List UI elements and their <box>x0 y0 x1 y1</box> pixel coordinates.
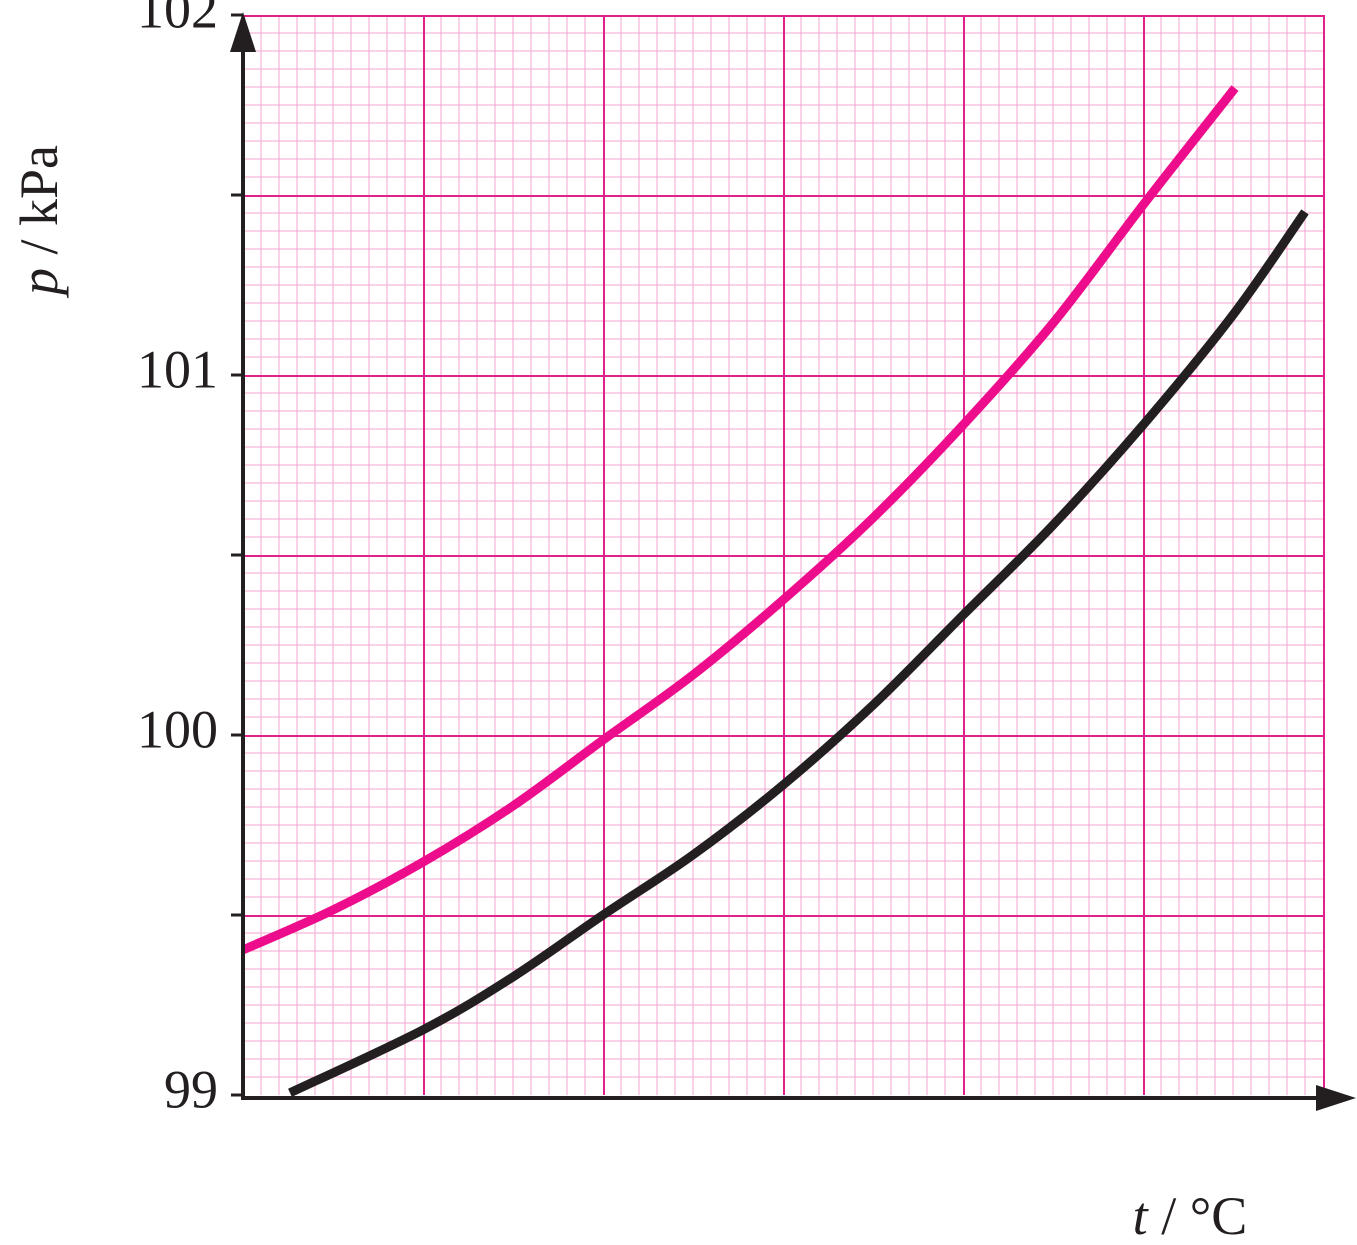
curve <box>241 85 1239 955</box>
curve <box>288 209 1309 1097</box>
y-axis-arrow <box>230 12 256 52</box>
graph-paper <box>243 15 1325 1095</box>
y-tick-label: 101 <box>137 339 218 399</box>
grid-paper <box>243 15 1325 1095</box>
y-tick-label: 100 <box>137 699 218 759</box>
x-axis-arrow <box>1316 1085 1356 1111</box>
y-axis-label: p / kPa <box>9 145 69 299</box>
x-axis-label: t / °C <box>1133 1186 1248 1245</box>
y-tick-label: 102 <box>137 0 218 39</box>
y-tick-label: 99 <box>164 1059 218 1119</box>
plot-area <box>241 85 1309 1097</box>
